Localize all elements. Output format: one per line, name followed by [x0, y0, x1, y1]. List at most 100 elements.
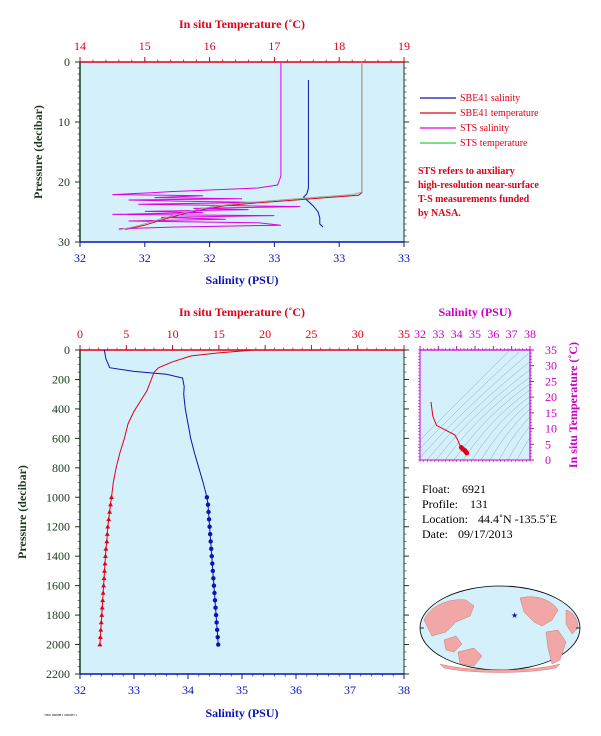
- bottom-pres-tick-label: 1000: [46, 490, 70, 504]
- ts-sal-axis-title: Salinity (PSU): [438, 305, 511, 319]
- bottom-temperature-marker: [100, 590, 106, 595]
- top-sal-tick-label: 33: [333, 251, 345, 265]
- bottom-salinity-marker: [214, 627, 220, 633]
- ts-density-contour: [516, 437, 530, 460]
- bottom-temperature-marker: [105, 524, 111, 529]
- bottom-salinity-marker: [205, 502, 211, 507]
- bottom-pres-tick-label: 0: [64, 343, 70, 357]
- float-label: Float:: [422, 482, 450, 496]
- ts-density-contour: [480, 402, 530, 460]
- ts-density-contour: [420, 351, 520, 449]
- bottom-salinity-marker: [207, 531, 213, 537]
- legend-note-line-3: T-S measurements funded: [418, 194, 530, 205]
- ts-density-contours: [420, 350, 530, 460]
- bottom-pres-tick-label: 1200: [46, 520, 70, 534]
- top-temp-tick-label: 17: [268, 39, 280, 53]
- bottom-salinity-marker: [206, 517, 212, 522]
- bottom-pres-tick-label: 2000: [46, 638, 70, 652]
- legend: SBE41 salinity SBE41 temperature STS sal…: [418, 93, 539, 219]
- bottom-pres-tick-label: 400: [52, 402, 70, 416]
- ts-sal-tick-label: 33: [432, 327, 444, 341]
- top-series-sts-salinity: [112, 62, 301, 230]
- bottom-salinity-marker: [215, 634, 220, 640]
- top-temp-tick-label: 19: [398, 39, 410, 53]
- ts-density-contour: [426, 361, 530, 460]
- world-map-inset: ★: [419, 585, 581, 673]
- bottom-pres-tick-label: 1400: [46, 549, 70, 563]
- landmass-north-america: [519, 596, 559, 627]
- bottom-temp-tick-label: 15: [213, 327, 225, 341]
- bottom-temperature-marker: [97, 641, 103, 647]
- bottom-salinity-marker: [214, 620, 219, 625]
- bottom-temperature-marker: [104, 531, 110, 536]
- top-sal-tick-label: 33: [268, 251, 280, 265]
- footer-tiny-text: 7900 0600H1 2000H71: [44, 713, 77, 717]
- ts-density-contour: [462, 389, 530, 460]
- bottom-salinity-marker: [216, 642, 221, 647]
- bottom-series-0-line: [103, 349, 208, 498]
- legend-label-sbe41-salinity: SBE41 salinity: [460, 93, 520, 104]
- ts-density-contour: [420, 353, 529, 459]
- float-location-marker: ★: [511, 611, 518, 620]
- ts-temp-tick-label: 0: [545, 453, 551, 467]
- bottom-sal-tick-label: 32: [74, 683, 86, 697]
- ts-sal-tick-label: 37: [506, 327, 518, 341]
- bottom-temperature-marker: [103, 546, 109, 551]
- ts-series-group: [430, 401, 470, 456]
- bottom-sal-tick-label: 37: [344, 683, 356, 697]
- bottom-temperature-marker: [101, 583, 107, 588]
- legend-note-line-2: high-resolution near-surface: [418, 180, 539, 191]
- bottom-salinity-marker: [211, 576, 216, 581]
- ts-sal-tick-label: 34: [451, 327, 463, 341]
- top-series-sbe41-salinity: [302, 80, 324, 228]
- top-sal-tick-label: 32: [74, 251, 86, 265]
- bottom-salinity-marker: [208, 539, 213, 544]
- bottom-salinity-marker: [209, 553, 214, 559]
- ts-temp-tick-label: 30: [545, 359, 557, 373]
- bottom-series-1-line: [111, 349, 255, 498]
- ts-density-contour: [453, 383, 530, 460]
- bottom-ticks: 0 5 10 15 20 25 30 35 32 33 34 35 36 37 38 0 200 400 600 80…: [46, 327, 410, 697]
- bottom-salinity-marker: [213, 605, 218, 610]
- date-label: Date:: [422, 527, 448, 541]
- bottom-series-group: [97, 349, 255, 647]
- bottom-temperature-marker: [98, 627, 104, 632]
- bottom-pres-tick-label: 1800: [46, 608, 70, 622]
- top-sal-tick-label: 33: [398, 251, 410, 265]
- ts-density-contour: [507, 425, 530, 460]
- top-plot-area: [79, 61, 405, 243]
- date-value: 09/17/2013: [458, 527, 513, 541]
- landmass-south-america: [545, 629, 567, 665]
- ts-density-contour: [498, 416, 530, 460]
- ts-sal-tick-label: 35: [469, 327, 481, 341]
- landmass-southeast-asia: [443, 635, 463, 653]
- landmass-antarctica: [439, 663, 561, 673]
- bottom-temperature-marker: [99, 605, 105, 610]
- bottom-sal-tick-label: 34: [182, 683, 194, 697]
- ts-sal-tick-label: 36: [487, 327, 499, 341]
- ts-temp-tick-label: 5: [545, 437, 551, 451]
- bottom-plot-area: [79, 349, 405, 675]
- bottom-sal-tick-label: 33: [128, 683, 140, 697]
- ts-density-contour: [435, 369, 530, 460]
- bottom-temp-tick-label: 20: [259, 327, 271, 341]
- top-pres-tick-label: 20: [58, 175, 70, 189]
- bottom-temperature-marker: [101, 575, 107, 581]
- bottom-sal-axis-title: Salinity (PSU): [205, 706, 278, 720]
- bottom-temperature-marker: [103, 553, 108, 558]
- bottom-pres-tick-label: 2200: [46, 667, 70, 681]
- ts-density-contour: [471, 395, 530, 460]
- bottom-pres-tick-label: 800: [52, 461, 70, 475]
- bottom-temp-tick-label: 35: [398, 327, 410, 341]
- top-sal-axis-title: Salinity (PSU): [205, 273, 278, 287]
- top-sal-tick-label: 32: [139, 251, 151, 265]
- bottom-temperature-marker: [108, 502, 113, 507]
- top-ticks: 14 15 16 17 18 19 32 32 32 33 33 33 0 10 20 30: [58, 39, 410, 265]
- ts-temp-axis-title: In situ Temperature (˚C): [566, 342, 580, 468]
- ts-sal-tick-label: 38: [524, 327, 536, 341]
- legend-note-line-1: STS refers to auxiliary: [418, 166, 515, 177]
- top-series-sbe41-temperature: [125, 62, 363, 230]
- profile-value: 131: [470, 497, 488, 511]
